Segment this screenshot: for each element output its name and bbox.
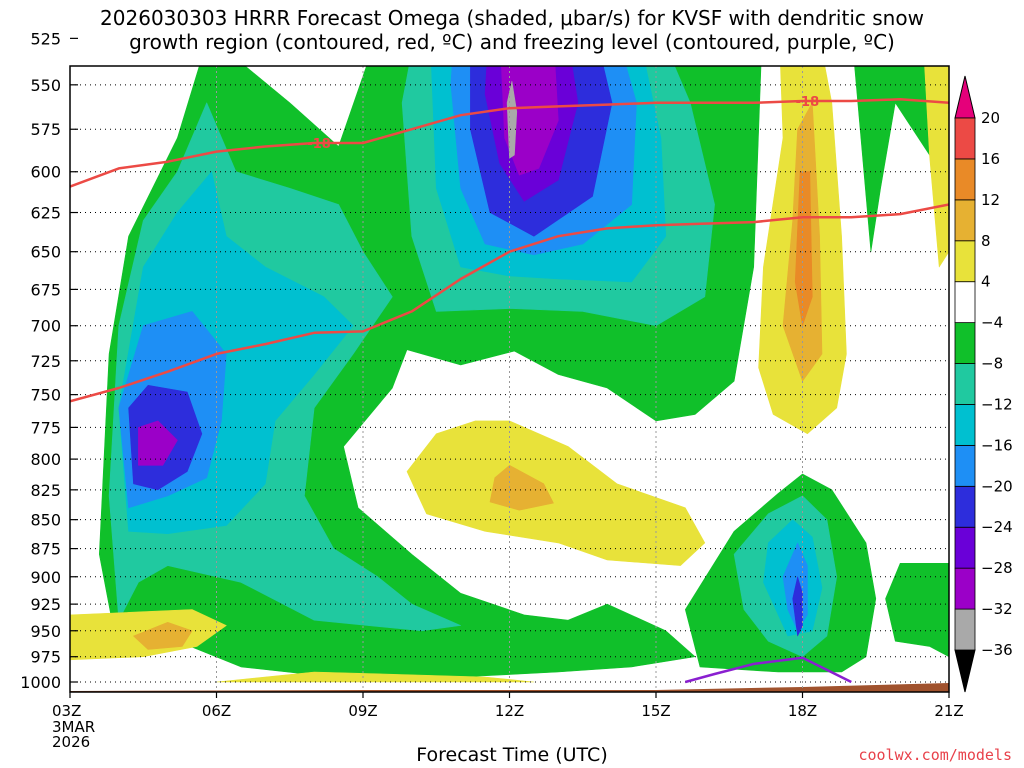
colorbar-label-8: 8 xyxy=(981,232,991,250)
colorbar: −36 −32 −28 −24 −20 −16 −12 −8 −4 4 8 12 16 20 xyxy=(954,75,1013,693)
credit-text: coolwx.com/models xyxy=(858,746,1012,764)
x-tick-label-06Z: 06Z xyxy=(202,702,231,720)
x-tick-label-15Z: 15Z xyxy=(641,702,670,720)
colorbar-label--16: −16 xyxy=(981,436,1013,454)
omega-region-19 xyxy=(506,80,518,159)
colorbar-label--12: −12 xyxy=(981,395,1013,413)
y-tick-label-550: 550 xyxy=(30,76,61,95)
y-tick-label-575: 575 xyxy=(30,120,61,139)
colorbar-label--20: −20 xyxy=(981,477,1013,495)
omega-region-17 xyxy=(138,420,178,466)
x-tick-label-09Z: 09Z xyxy=(348,702,377,720)
colorbar-swatch-6 xyxy=(954,363,976,405)
colorbar-label--24: −24 xyxy=(981,518,1013,536)
omega-region-30 xyxy=(216,671,535,683)
colorbar-label--28: −28 xyxy=(981,559,1013,577)
omega-region-26 xyxy=(133,622,193,650)
colorbar-label-20: 20 xyxy=(981,109,1000,127)
y-tick-label-725: 725 xyxy=(30,352,61,371)
y-axis: 525 550 575 600 625 650 675 700 725 750 775 800 825 8… xyxy=(20,29,78,692)
contour-line-0 xyxy=(70,98,949,188)
y-tick-label-750: 750 xyxy=(30,386,61,405)
y-tick-label-650: 650 xyxy=(30,243,61,262)
x-tick-label-21Z: 21Z xyxy=(934,702,963,720)
y-tick-label-675: 675 xyxy=(30,280,61,299)
colorbar-swatch-12 xyxy=(954,117,976,160)
colorbar-label-4: 4 xyxy=(981,273,991,291)
y-tick-label-950: 950 xyxy=(30,622,61,641)
y-tick-label-975: 975 xyxy=(30,648,61,667)
contour-label-1: -18 xyxy=(796,95,820,110)
colorbar-swatch-2 xyxy=(954,526,976,569)
grid xyxy=(70,66,949,692)
y-tick-label-900: 900 xyxy=(30,568,61,587)
colorbar-swatch-10 xyxy=(954,199,976,242)
colorbar-label--32: −32 xyxy=(981,600,1013,618)
omega-region-3 xyxy=(885,563,949,657)
chart-title-line1: 2026030303 HRRR Forecast Omega (shaded, … xyxy=(100,6,924,30)
contour-line-1 xyxy=(70,203,949,403)
omega-region-28 xyxy=(119,0,144,13)
colorbar-swatch-8 xyxy=(954,281,976,324)
colorbar-swatch-9 xyxy=(954,240,976,283)
colorbar-label--36: −36 xyxy=(981,641,1013,659)
colorbar-swatch-3 xyxy=(954,485,976,528)
x-tick-label-12Z: 12Z xyxy=(495,702,524,720)
colorbar-label--8: −8 xyxy=(981,355,1003,373)
omega-shading xyxy=(70,0,949,692)
contour-line-2 xyxy=(684,656,852,684)
omega-region-29 xyxy=(314,0,348,13)
y-tick-label-775: 775 xyxy=(30,418,61,437)
colorbar-label-12: 12 xyxy=(981,191,1000,209)
colorbar-swatch-7 xyxy=(954,322,976,364)
y-tick-label-625: 625 xyxy=(30,204,61,223)
y-tick-label-600: 600 xyxy=(30,163,61,182)
x-date-label-0: 3MAR xyxy=(52,718,95,736)
chart-title-line2: growth region (contoured, red, ºC) and f… xyxy=(129,30,895,54)
omega-region-21 xyxy=(489,465,554,511)
y-tick-label-925: 925 xyxy=(30,595,61,614)
colorbar-min-arrow xyxy=(954,649,976,693)
colorbar-swatch-1 xyxy=(954,567,976,610)
contours: -18 -18 xyxy=(70,95,949,684)
colorbar-label--4: −4 xyxy=(981,314,1003,332)
omega-region-15 xyxy=(792,576,803,637)
y-tick-label-850: 850 xyxy=(30,511,61,530)
colorbar-max-arrow xyxy=(954,75,976,119)
y-tick-label-700: 700 xyxy=(30,317,61,336)
y-tick-label-825: 825 xyxy=(30,481,61,500)
colorbar-swatch-0 xyxy=(954,608,976,651)
colorbar-swatch-11 xyxy=(954,158,976,201)
y-tick-label-1000: 1000 xyxy=(20,673,61,692)
x-tick-label-03Z: 03Z xyxy=(52,702,81,720)
chart-title: 2026030303 HRRR Forecast Omega (shaded, … xyxy=(0,6,1024,54)
omega-region-20 xyxy=(406,420,706,566)
terrain-strip xyxy=(70,682,949,692)
y-tick-label-875: 875 xyxy=(30,540,61,559)
y-tick-label-525: 525 xyxy=(30,29,61,48)
y-tick-label-800: 800 xyxy=(30,450,61,469)
omega-region-2 xyxy=(854,66,940,252)
colorbar-label-16: 16 xyxy=(981,150,1000,168)
colorbar-swatch-5 xyxy=(954,404,976,446)
contour-label-0: -18 xyxy=(307,137,331,152)
x-axis-label: Forecast Time (UTC) xyxy=(416,744,608,766)
omega-region-18 xyxy=(501,66,559,176)
omega-region-24 xyxy=(794,171,813,326)
x-tick-label-18Z: 18Z xyxy=(788,702,817,720)
colorbar-swatch-4 xyxy=(954,444,976,487)
x-date-label-1: 2026 xyxy=(52,733,90,751)
